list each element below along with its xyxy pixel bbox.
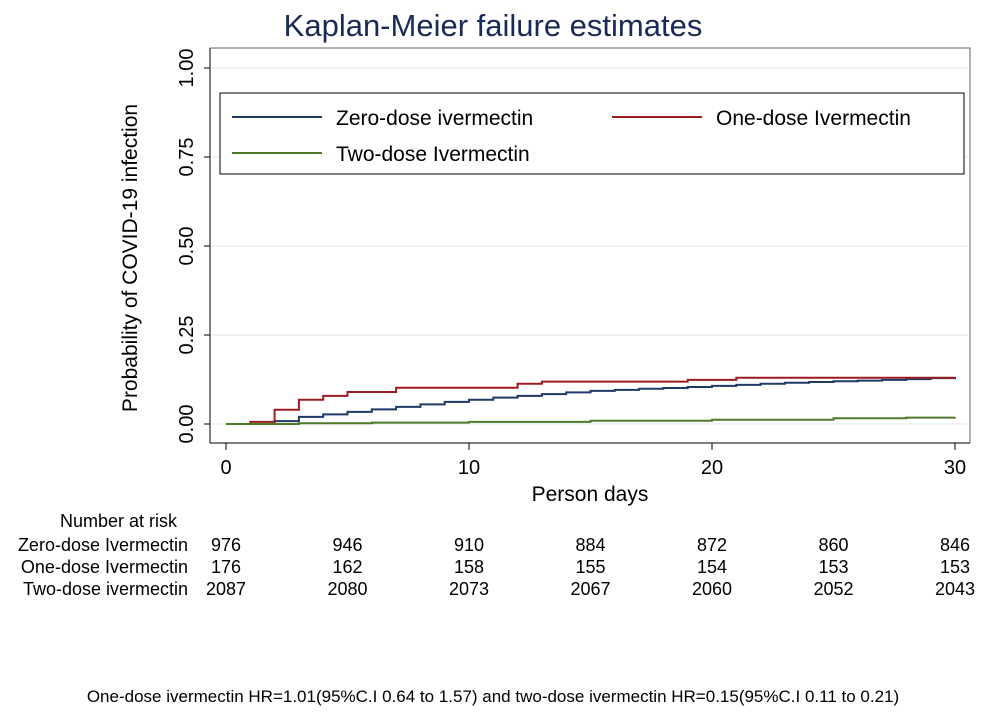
risk-value: 2052: [813, 579, 854, 599]
risk-value: 872: [696, 535, 728, 555]
legend-label-3: Two-dose Ivermectin: [336, 143, 530, 166]
risk-value: 154: [696, 557, 728, 577]
series-lines: [226, 376, 956, 425]
series-line-1: [226, 377, 956, 425]
risk-value: 860: [818, 535, 849, 555]
legend-label-1: Zero-dose ivermectin: [336, 107, 533, 130]
risk-value: 176: [210, 557, 242, 577]
risk-value: 162: [332, 557, 363, 577]
risk-value: 2087: [205, 579, 247, 599]
series-line-2: [226, 376, 955, 425]
series-line-3: [226, 416, 956, 425]
risk-row-label: One-dose Ivermectin: [20, 557, 188, 577]
risk-value: 153: [939, 557, 971, 577]
x-tick-label: 0: [220, 457, 231, 479]
risk-value: 153: [818, 557, 849, 577]
risk-value: 2073: [448, 579, 490, 599]
risk-value: 2060: [691, 579, 733, 599]
x-axis-label: Person days: [532, 483, 649, 506]
y-tick-label: 0.25: [176, 316, 198, 355]
risk-value: 2080: [327, 579, 368, 599]
y-tick-label: 0.00: [176, 405, 198, 444]
risk-value: 946: [332, 535, 363, 555]
risk-value: 976: [210, 535, 242, 555]
x-tick-label: 10: [458, 457, 480, 479]
risk-row-label: Zero-dose Ivermectin: [17, 535, 188, 555]
x-tick-label: 20: [701, 457, 723, 479]
x-tick-label: 30: [944, 457, 966, 479]
risk-value: 884: [575, 535, 606, 555]
risk-value: 2043: [934, 579, 976, 599]
chart-title: Kaplan-Meier failure estimates: [283, 8, 703, 43]
y-axis-label: Probability of COVID-19 infection: [119, 104, 142, 412]
y-tick-label: 1.00: [176, 49, 198, 88]
risk-value: 155: [575, 557, 606, 577]
legend-box: [219, 92, 965, 175]
y-tick-label: 0.75: [176, 138, 198, 177]
legend-label-2: One-dose Ivermectin: [716, 107, 911, 130]
risk-value: 910: [453, 535, 485, 555]
axes: 0.00 0.25 0.50 0.75 1.00 0 10 20 30: [176, 48, 970, 479]
y-tick-label: 0.50: [176, 227, 198, 266]
risk-value: 2067: [570, 579, 611, 599]
risk-row-label: Two-dose ivermectin: [22, 579, 188, 599]
risk-table-heading: Number at risk: [60, 511, 178, 531]
legend: Zero-dose ivermectin One-dose Ivermectin T…: [219, 92, 965, 175]
hazard-ratio-footnote: One-dose ivermectin HR=1.01(95%C.I 0.64 …: [86, 687, 900, 706]
risk-value: 158: [453, 557, 485, 577]
risk-value: 846: [939, 535, 971, 555]
